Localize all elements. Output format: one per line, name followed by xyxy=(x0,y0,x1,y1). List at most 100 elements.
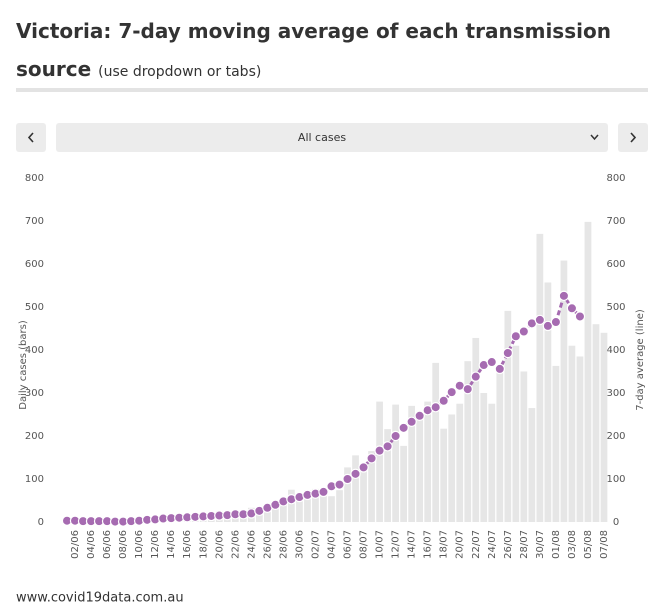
x-tick-label: 16/07 xyxy=(423,530,434,559)
x-tick-label: 02/07 xyxy=(310,530,321,559)
x-tick-label: 14/06 xyxy=(166,530,177,559)
bar xyxy=(384,429,391,522)
point xyxy=(510,331,522,342)
y-tick-label: 100 xyxy=(25,474,44,485)
bar xyxy=(560,260,568,522)
bar xyxy=(312,488,319,522)
y-tick-label: 600 xyxy=(25,259,44,270)
bar xyxy=(512,345,520,522)
point xyxy=(406,416,417,428)
x-tick-label: 18/07 xyxy=(439,530,450,559)
x-tick-label: 04/07 xyxy=(326,530,337,559)
y2-tick-label: 100 xyxy=(606,474,625,485)
point xyxy=(470,371,481,382)
y2-tick-label: 200 xyxy=(606,431,625,442)
point xyxy=(414,410,425,421)
x-tick-label: 03/08 xyxy=(567,530,578,559)
x-tick-label: 26/06 xyxy=(262,530,273,559)
bar xyxy=(416,419,424,522)
bar xyxy=(480,393,488,522)
point xyxy=(558,290,570,302)
bar xyxy=(320,493,327,522)
bar xyxy=(528,408,536,522)
bar xyxy=(472,337,480,522)
bar xyxy=(520,371,528,522)
bar xyxy=(328,496,335,522)
bar xyxy=(264,509,271,522)
y-tick-label: 700 xyxy=(25,216,44,227)
bar xyxy=(488,403,496,522)
y-tick-label: 500 xyxy=(25,302,44,313)
point xyxy=(518,326,530,337)
point xyxy=(462,383,473,395)
y-tick-label: 800 xyxy=(25,173,44,184)
divider xyxy=(16,88,648,92)
x-tick-label: 02/06 xyxy=(70,530,81,559)
footer: www.covid19data.com.au xyxy=(16,591,184,606)
y-axis-title: Daily cases (bars) xyxy=(18,320,29,410)
bar xyxy=(368,451,375,522)
bar xyxy=(600,332,608,522)
point xyxy=(486,356,497,368)
bar xyxy=(352,455,359,522)
bar xyxy=(576,356,584,522)
point xyxy=(358,462,369,473)
x-tick-label: 12/06 xyxy=(150,530,161,559)
bar xyxy=(552,365,560,522)
bar xyxy=(392,404,399,522)
bar xyxy=(272,504,279,522)
x-tick-label: 28/07 xyxy=(519,530,530,559)
x-tick-label: 28/06 xyxy=(278,530,289,559)
x-tick-label: 10/07 xyxy=(375,530,386,559)
point xyxy=(430,401,441,413)
x-tick-label: 18/06 xyxy=(198,530,209,559)
bar xyxy=(544,282,552,522)
point xyxy=(382,441,393,452)
y2-axis-title: 7-day average (line) xyxy=(635,309,646,411)
bar xyxy=(296,494,303,522)
bar xyxy=(255,513,263,522)
y-tick-label: 300 xyxy=(25,388,44,399)
x-tick-label: 22/06 xyxy=(230,530,241,559)
x-tick-label: 08/07 xyxy=(359,530,370,559)
x-tick-label: 12/07 xyxy=(391,530,402,559)
x-tick-label: 05/08 xyxy=(583,530,594,559)
header: Victoria: 7-day moving average of each t… xyxy=(16,12,636,91)
y2-tick-label: 500 xyxy=(606,302,625,313)
x-tick-label: 26/07 xyxy=(503,530,514,559)
point xyxy=(342,473,353,485)
x-tick-label: 06/07 xyxy=(343,530,354,559)
bar xyxy=(496,368,504,522)
point xyxy=(534,314,546,326)
point xyxy=(390,430,401,442)
y-tick-label: 200 xyxy=(25,431,44,442)
title: Victoria: 7-day moving average of each t… xyxy=(16,19,611,81)
bar xyxy=(304,490,311,522)
bar xyxy=(424,401,432,522)
x-tick-label: 24/06 xyxy=(246,530,257,559)
point xyxy=(374,445,385,456)
x-tick-label: 08/06 xyxy=(118,530,129,559)
x-tick-label: 06/06 xyxy=(102,530,113,559)
next-button[interactable] xyxy=(618,123,648,152)
y2-tick-label: 600 xyxy=(606,259,625,270)
point xyxy=(502,347,514,359)
x-tick-label: 20/06 xyxy=(214,530,225,559)
bar xyxy=(288,489,295,522)
x-tick-label: 04/06 xyxy=(86,530,97,559)
next-icon xyxy=(630,132,637,143)
dropdown[interactable] xyxy=(56,123,608,152)
point xyxy=(574,311,586,322)
prev-button[interactable] xyxy=(16,123,46,152)
point xyxy=(398,422,409,434)
bar xyxy=(432,362,440,522)
x-tick-label: 07/08 xyxy=(599,530,610,559)
x-tick-label: 16/06 xyxy=(182,530,193,559)
bar xyxy=(408,405,416,522)
x-tick-label: 14/07 xyxy=(407,530,418,559)
bar xyxy=(536,233,544,522)
point xyxy=(334,479,345,490)
bar xyxy=(504,310,512,522)
bar xyxy=(336,490,343,522)
